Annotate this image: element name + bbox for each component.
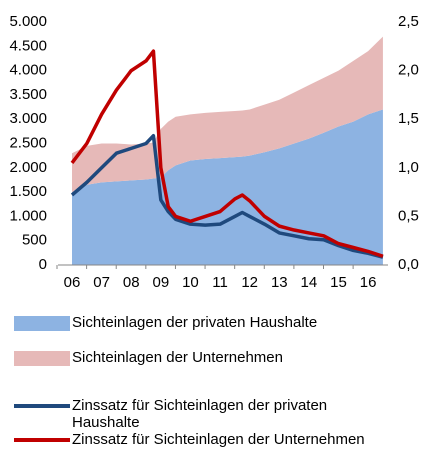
x-tick-label: 09 <box>152 274 169 291</box>
line <box>70 133 384 259</box>
legend-label: Sichteinlagen der privaten Haushalte <box>72 314 318 331</box>
legend-entry: Sichteinlagen der Unternehmen <box>14 349 414 366</box>
y-tick-label: 1.000 <box>9 207 47 224</box>
area <box>72 109 383 265</box>
y-tick-label: 0 <box>39 256 47 273</box>
legend-label: Sichteinlagen der Unternehmen <box>72 349 283 366</box>
x-tick-label: 12 <box>241 274 258 291</box>
x-tick-label: 15 <box>330 274 347 291</box>
x-tick-label: 14 <box>301 274 318 291</box>
y2-tick-label: 0,0 <box>398 256 419 273</box>
y2-tick-label: 1,0 <box>398 159 419 176</box>
legend-label: Zinssatz für Sichteinlagen der privaten … <box>72 397 328 431</box>
legend-swatch <box>14 351 70 366</box>
x-tick-label: 08 <box>123 274 140 291</box>
y-tick-label: 500 <box>22 232 47 249</box>
y2-tick-label: 2,0 <box>398 62 419 79</box>
x-tick-label: 06 <box>64 274 81 291</box>
x-tick-label: 11 <box>212 274 228 291</box>
chart: 0 500 1.000 1.500 2.000 2.500 3.000 3.500 4.000 4… <box>9 13 419 291</box>
y-tick-label: 5.000 <box>9 13 47 30</box>
y-tick-label: 2.500 <box>9 134 47 151</box>
legend-entry: Zinssatz für Sichteinlagen der Unternehm… <box>14 431 414 448</box>
area <box>72 36 383 193</box>
y-tick-label: 3.500 <box>9 86 47 103</box>
line <box>70 49 384 258</box>
y2-tick-label: 0,5 <box>398 207 419 224</box>
y-tick-label: 1.500 <box>9 183 47 200</box>
y2-tick-label: 2,5 <box>398 13 419 30</box>
legend-entry: Sichteinlagen der privaten Haushalte <box>14 314 414 331</box>
y-tick-label: 4.500 <box>9 37 47 54</box>
legend-swatch <box>14 404 70 408</box>
legend-swatch <box>14 438 70 442</box>
y-tick-label: 2.000 <box>9 159 47 176</box>
x-tick-label: 13 <box>271 274 288 291</box>
legend-swatch <box>14 316 70 331</box>
y-tick-label: 3.000 <box>9 110 47 127</box>
x-tick-label: 10 <box>182 274 199 291</box>
x-tick-label: 16 <box>360 274 377 291</box>
legend-entry: Zinssatz für Sichteinlagen der privaten … <box>14 397 414 431</box>
y2-tick-label: 1,5 <box>398 110 419 127</box>
x-tick-label: 07 <box>93 274 110 291</box>
y-tick-label: 4.000 <box>9 62 47 79</box>
legend-label: Zinssatz für Sichteinlagen der Unternehm… <box>72 431 365 448</box>
